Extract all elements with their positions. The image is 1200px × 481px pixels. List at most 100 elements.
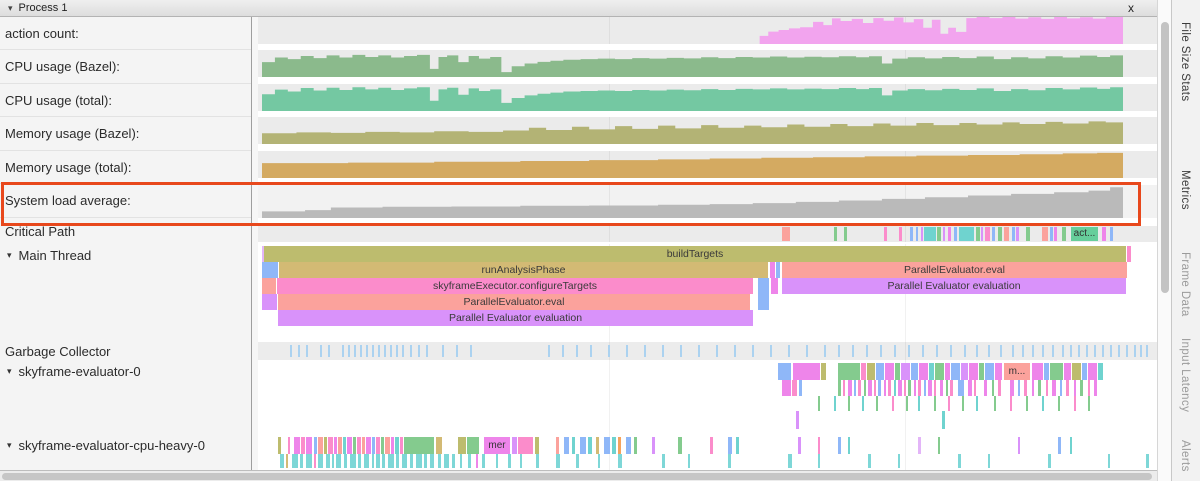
cpu-heavy0-slice[interactable] [688, 454, 690, 468]
evaluator0-slice[interactable] [867, 363, 875, 380]
evaluator0-slice[interactable] [1064, 363, 1071, 380]
evaluator0-slice[interactable] [914, 380, 916, 396]
evaluator0-slice[interactable] [894, 380, 896, 396]
cpu-heavy0-slice[interactable] [328, 437, 333, 454]
evaluator0-slice[interactable] [848, 396, 850, 411]
evaluator0-slice[interactable] [1098, 363, 1103, 380]
gc-tick-slice[interactable] [396, 345, 398, 357]
evaluator0-slice[interactable] [885, 363, 894, 380]
cpu-heavy0-slice[interactable] [580, 437, 586, 454]
track-main-thread[interactable]: buildTargets runAnalysisPhase ParallelEval… [258, 244, 1157, 342]
cpu-heavy0-slice[interactable] [396, 454, 399, 468]
track-cpu-bazel[interactable] [258, 50, 1157, 77]
flame-fragment[interactable] [262, 246, 264, 262]
evaluator0-slice[interactable] [1010, 396, 1012, 411]
cpu-heavy0-slice[interactable] [376, 454, 380, 468]
cpu-heavy0-slice[interactable] [1108, 454, 1110, 468]
critical-path-slice[interactable] [948, 227, 951, 241]
cpu-heavy0-slice[interactable] [798, 437, 801, 454]
evaluator0-slice[interactable] [995, 363, 1002, 380]
flame-fragment[interactable] [770, 262, 775, 278]
evaluator0-slice[interactable] [778, 363, 791, 380]
cpu-heavy0-slice[interactable] [318, 437, 323, 454]
cpu-heavy0-slice[interactable] [458, 437, 466, 454]
evaluator0-slice[interactable] [843, 380, 845, 396]
evaluator0-slice[interactable] [876, 396, 878, 411]
evaluator0-slice[interactable] [1088, 363, 1097, 380]
critical-path-slice[interactable] [1042, 227, 1048, 241]
evaluator0-slice[interactable] [858, 380, 861, 396]
cpu-heavy0-slice[interactable] [430, 454, 434, 468]
critical-path-slice[interactable] [1026, 227, 1030, 241]
evaluator0-slice[interactable] [1088, 380, 1090, 396]
evaluator0-slice[interactable] [1088, 396, 1090, 411]
evaluator0-slice[interactable] [821, 363, 826, 380]
evaluator0-slice[interactable] [945, 363, 950, 380]
evaluator0-slice[interactable] [892, 396, 894, 411]
gc-tick-slice[interactable] [752, 345, 754, 357]
evaluator0-slice[interactable] [919, 363, 928, 380]
flame-fragment[interactable] [262, 294, 277, 310]
flame-bar[interactable]: ParallelEvaluator.eval [782, 262, 1127, 278]
evaluator0-slice[interactable] [994, 396, 996, 411]
track-mem-bazel[interactable] [258, 117, 1157, 144]
gc-tick-slice[interactable] [372, 345, 374, 357]
cpu-heavy0-slice[interactable] [604, 437, 610, 454]
track-evaluator0[interactable]: m... [258, 360, 1157, 434]
expander-icon[interactable]: ▾ [7, 365, 12, 376]
critical-path-slice[interactable] [884, 227, 887, 241]
gc-tick-slice[interactable] [1134, 345, 1136, 357]
gc-tick-slice[interactable] [1000, 345, 1002, 357]
gc-tick-slice[interactable] [1126, 345, 1128, 357]
cpu-heavy0-slice[interactable] [334, 437, 337, 454]
gc-tick-slice[interactable] [354, 345, 356, 357]
gc-tick-slice[interactable] [988, 345, 990, 357]
cpu-heavy0-slice[interactable] [818, 454, 820, 468]
cpu-heavy0-slice[interactable] [618, 454, 622, 468]
critical-path-slice[interactable] [1054, 227, 1057, 241]
expander-icon[interactable]: ▾ [7, 439, 12, 450]
cpu-heavy0-slice[interactable] [381, 437, 384, 454]
evaluator0-slice[interactable] [942, 411, 945, 429]
cpu-heavy0-slice[interactable] [556, 437, 559, 454]
cpu-heavy0-slice[interactable] [518, 437, 533, 454]
gc-tick-slice[interactable] [626, 345, 628, 357]
critical-path-slice[interactable] [981, 227, 983, 241]
cpu-heavy0-slice[interactable] [678, 437, 682, 454]
cpu-heavy0-slice[interactable] [424, 454, 427, 468]
gc-tick-slice[interactable] [950, 345, 952, 357]
cpu-heavy0-slice[interactable] [898, 454, 900, 468]
cpu-heavy0-slice[interactable] [728, 437, 732, 454]
timeline-area[interactable]: act... buildTargets runAnalysisPhase Paral… [258, 17, 1157, 470]
evaluator0-slice[interactable] [1024, 380, 1027, 396]
critical-path-slice[interactable] [998, 227, 1002, 241]
evaluator0-slice[interactable] [918, 396, 920, 411]
critical-path-slice[interactable] [943, 227, 945, 241]
gc-tick-slice[interactable] [548, 345, 550, 357]
gc-tick-slice[interactable] [1140, 345, 1142, 357]
cpu-heavy0-slice[interactable] [416, 454, 422, 468]
cpu-heavy0-slice[interactable] [294, 437, 300, 454]
cpu-heavy0-slice[interactable] [391, 437, 394, 454]
cpu-heavy0-slice[interactable] [300, 454, 303, 468]
critical-path-slice[interactable] [1012, 227, 1015, 241]
cpu-heavy0-slice[interactable] [404, 437, 434, 454]
critical-path-slice[interactable] [1062, 227, 1066, 241]
evaluator0-slice[interactable] [1032, 363, 1043, 380]
cpu-heavy0-slice[interactable] [301, 437, 305, 454]
evaluator0-slice[interactable] [1038, 380, 1041, 396]
evaluator0-slice[interactable] [884, 380, 886, 396]
critical-path-slice[interactable] [985, 227, 990, 241]
gc-tick-slice[interactable] [384, 345, 386, 357]
flame-bar[interactable]: runAnalysisPhase [279, 262, 768, 278]
evaluator0-slice[interactable] [946, 380, 948, 396]
evaluator0-slice[interactable] [796, 411, 799, 429]
critical-path-slice[interactable] [1016, 227, 1019, 241]
cpu-heavy0-slice[interactable] [612, 437, 616, 454]
evaluator0-slice[interactable] [1066, 380, 1069, 396]
flame-fragment[interactable] [758, 278, 769, 310]
gc-tick-slice[interactable] [1110, 345, 1112, 357]
evaluator0-slice[interactable] [782, 380, 791, 396]
evaluator0-slice[interactable] [854, 380, 856, 396]
cpu-heavy0-slice[interactable] [1018, 437, 1020, 454]
